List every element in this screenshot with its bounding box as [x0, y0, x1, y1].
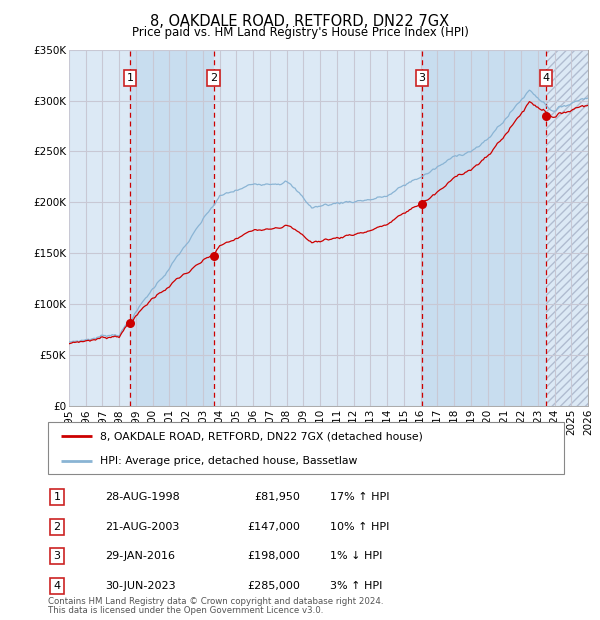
Text: 1: 1: [53, 492, 61, 502]
Text: 4: 4: [53, 581, 61, 591]
Text: 2: 2: [210, 73, 217, 83]
Text: £285,000: £285,000: [247, 581, 300, 591]
Bar: [422, 50, 546, 406]
Text: 3: 3: [418, 73, 425, 83]
Text: 8, OAKDALE ROAD, RETFORD, DN22 7GX: 8, OAKDALE ROAD, RETFORD, DN22 7GX: [151, 14, 449, 29]
Text: 1% ↓ HPI: 1% ↓ HPI: [330, 551, 382, 561]
Text: 21-AUG-2003: 21-AUG-2003: [105, 521, 179, 531]
Text: 8, OAKDALE ROAD, RETFORD, DN22 7GX (detached house): 8, OAKDALE ROAD, RETFORD, DN22 7GX (deta…: [100, 432, 422, 441]
Text: 10% ↑ HPI: 10% ↑ HPI: [330, 521, 389, 531]
Text: HPI: Average price, detached house, Bassetlaw: HPI: Average price, detached house, Bass…: [100, 456, 357, 466]
Text: 3: 3: [53, 551, 61, 561]
Text: Contains HM Land Registry data © Crown copyright and database right 2024.: Contains HM Land Registry data © Crown c…: [48, 597, 383, 606]
Text: Price paid vs. HM Land Registry's House Price Index (HPI): Price paid vs. HM Land Registry's House …: [131, 26, 469, 39]
Text: 4: 4: [542, 73, 550, 83]
Text: 30-JUN-2023: 30-JUN-2023: [105, 581, 176, 591]
Text: 3% ↑ HPI: 3% ↑ HPI: [330, 581, 382, 591]
Bar: [546, 50, 588, 406]
Text: This data is licensed under the Open Government Licence v3.0.: This data is licensed under the Open Gov…: [48, 606, 323, 615]
Text: 29-JAN-2016: 29-JAN-2016: [105, 551, 175, 561]
Text: 17% ↑ HPI: 17% ↑ HPI: [330, 492, 389, 502]
Text: 28-AUG-1998: 28-AUG-1998: [105, 492, 180, 502]
Text: 2: 2: [53, 521, 61, 531]
Bar: [546, 50, 588, 406]
Bar: [130, 50, 214, 406]
Bar: [69, 50, 130, 406]
Text: £198,000: £198,000: [247, 551, 300, 561]
Bar: [214, 50, 422, 406]
Text: 1: 1: [127, 73, 134, 83]
Text: £81,950: £81,950: [254, 492, 300, 502]
Text: £147,000: £147,000: [247, 521, 300, 531]
FancyBboxPatch shape: [48, 422, 564, 474]
